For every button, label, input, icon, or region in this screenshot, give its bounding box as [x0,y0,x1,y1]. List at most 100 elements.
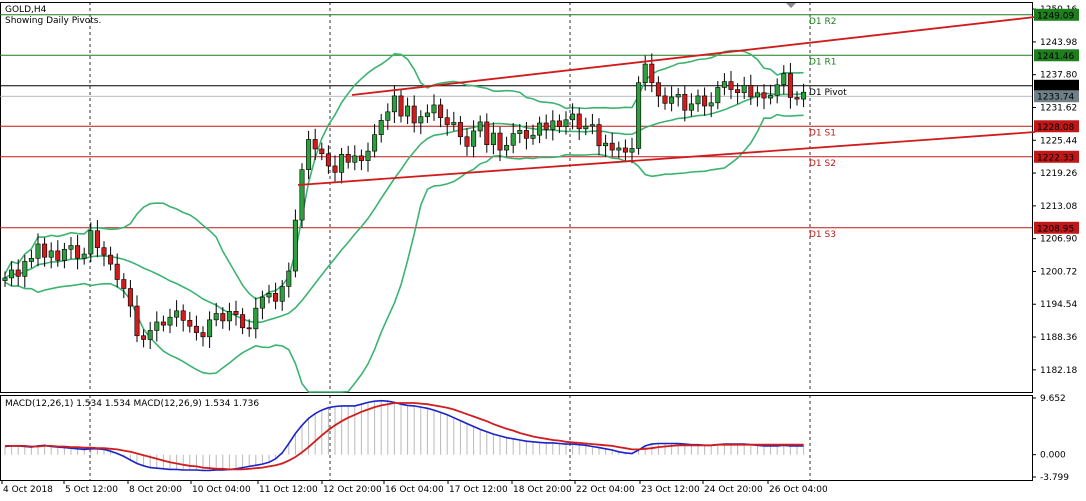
candle [629,148,635,153]
candle [193,325,199,333]
main-panel-frame [0,2,1033,393]
time-tick-label: 8 Oct 20:00 [129,485,182,495]
candle [787,73,793,98]
candle [378,120,384,135]
candle [563,119,569,127]
candle [22,261,28,277]
candle [589,124,595,127]
candle [2,277,8,281]
candle [715,87,721,104]
candle [444,117,450,125]
candle [279,286,285,302]
candle [352,155,358,163]
time-tick-label: 22 Oct 04:00 [576,485,635,495]
candle [174,310,180,318]
candle [385,111,391,121]
price-tick-label: 1182.18 [1040,366,1077,376]
candle [768,95,774,99]
candle [517,130,523,134]
candle [523,130,529,139]
bollinger-middle [4,92,804,324]
time-tick-label: 26 Oct 04:00 [769,485,828,495]
candle [332,165,338,173]
candle [233,311,239,315]
candle [35,243,41,259]
period-marker [786,3,796,8]
candle [154,321,160,331]
candle [642,63,648,83]
candle [48,250,54,258]
candle [675,94,681,98]
time-tick-label: 5 Oct 12:00 [65,485,118,495]
candle [88,230,94,255]
pivot-label: D1 S3 [809,230,836,240]
candle [273,293,279,302]
candle [213,313,219,321]
candle [114,263,120,280]
candle [662,95,668,104]
time-tick-label: 24 Oct 20:00 [704,485,763,495]
candle [477,121,483,132]
candle [484,121,490,146]
candle [504,144,510,151]
pivot-label: D1 S1 [809,128,836,138]
candle [246,327,252,330]
candle [702,95,708,107]
candle [253,307,259,330]
price-tick-label: 1243.98 [1040,38,1077,48]
candle [75,245,81,259]
candle [365,150,371,161]
macd-signal-line [5,402,804,471]
candle [708,102,714,107]
time-tick-label: 11 Oct 12:00 [259,485,318,495]
candle [649,63,655,83]
price-tick-label: 1200.72 [1040,267,1077,277]
candle [339,153,345,173]
price-tag-label: 1208.95 [1037,224,1074,234]
time-tick-label: 17 Oct 12:00 [449,485,508,495]
candle [226,311,232,322]
candle [418,116,424,124]
candle [721,81,727,88]
candle [141,335,147,340]
candle [180,310,186,321]
price-tag [1034,79,1079,92]
candle [325,153,331,167]
price-tag-label: 1241.46 [1037,52,1074,62]
price-tag-label: 1222.33 [1037,153,1074,163]
candle [550,120,556,130]
candle [61,248,67,261]
candle [490,132,496,146]
candle [669,96,675,104]
candle [688,103,694,111]
candle [200,332,206,338]
price-tag [1034,8,1079,21]
candle [543,122,549,130]
candle [81,253,87,259]
price-tick-label: 1213.08 [1040,202,1077,212]
macd-panel-frame [0,395,1033,481]
price-tag-label: 1235.71 [1037,82,1074,92]
candle [147,330,153,340]
candle [292,219,298,272]
candle [372,134,378,152]
candle [636,82,642,149]
candle [398,95,404,117]
symbol-label: GOLD,H4 [5,5,47,15]
price-tick-label: 1188.36 [1040,333,1077,343]
trend-line-lower [297,131,1036,186]
price-tag-label: 1233.74 [1037,93,1074,103]
time-tick-label: 10 Oct 04:00 [192,485,251,495]
candle [411,105,417,124]
candle [794,97,800,100]
candle [259,296,265,309]
candle [358,155,364,161]
candle [774,84,780,96]
candle [695,95,701,105]
candle [583,125,589,130]
candle [438,104,444,118]
price-tag [1034,90,1079,103]
price-tick-label: 1219.26 [1040,169,1077,179]
